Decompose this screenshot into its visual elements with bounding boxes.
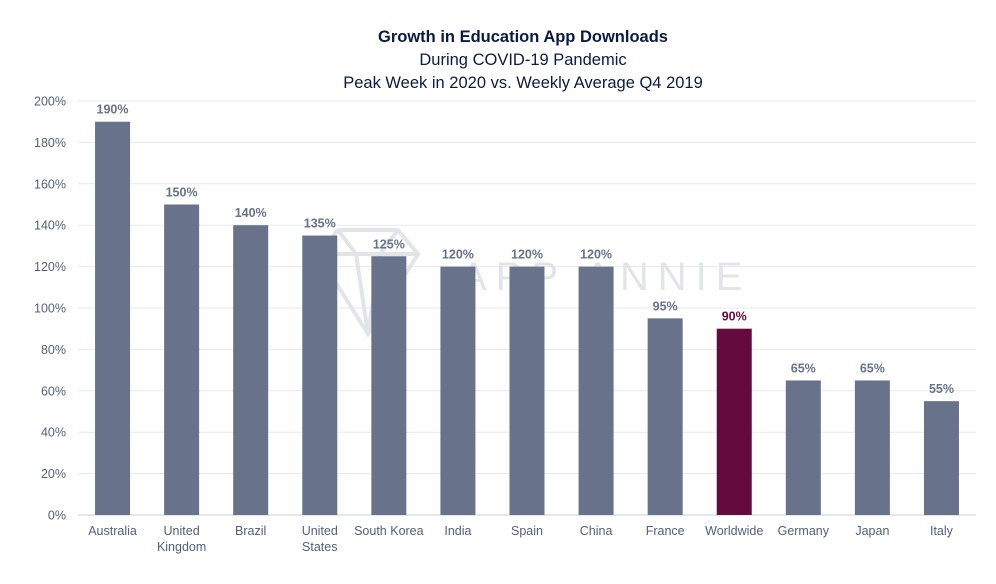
y-tick-label: 120%	[34, 260, 66, 274]
bar-australia	[95, 121, 131, 515]
data-label: 125%	[373, 237, 405, 251]
bar-united-states	[302, 235, 338, 516]
data-label: 65%	[860, 361, 885, 375]
data-label: 120%	[442, 248, 474, 262]
y-tick-label: 40%	[41, 426, 66, 440]
y-tick-label: 100%	[34, 302, 66, 316]
chart-title-block: Growth in Education App Downloads During…	[0, 26, 996, 95]
x-category-label: United States	[302, 524, 338, 554]
x-category-label: France	[646, 524, 685, 538]
data-label: 120%	[511, 248, 543, 262]
y-tick-label: 140%	[34, 219, 66, 233]
data-label: 135%	[304, 217, 336, 231]
data-label: 150%	[166, 186, 198, 200]
y-tick-label: 160%	[34, 177, 66, 191]
data-label: 140%	[235, 206, 267, 220]
chart-subtitle-2: Peak Week in 2020 vs. Weekly Average Q4 …	[343, 74, 703, 92]
data-label: 90%	[722, 310, 747, 324]
chart-title: Growth in Education App Downloads	[378, 28, 668, 46]
x-category-label: United Kingdom	[157, 524, 206, 554]
x-category-label: Brazil	[235, 524, 266, 538]
x-category-label: India	[444, 524, 471, 538]
bar-japan	[854, 380, 890, 515]
chart-subtitle-1: During COVID-19 Pandemic	[419, 51, 627, 69]
data-label: 95%	[653, 299, 678, 313]
bars-layer	[95, 121, 959, 516]
x-category-label: Australia	[88, 524, 137, 538]
y-tick-label: 0%	[48, 509, 66, 523]
y-tick-label: 200%	[34, 95, 66, 109]
y-tick-label: 60%	[41, 384, 66, 398]
bar-india	[440, 266, 476, 515]
bar-south-korea	[371, 256, 407, 515]
y-tick-label: 180%	[34, 136, 66, 150]
x-category-label: South Korea	[354, 524, 424, 538]
labels-layer: 190% Australia 150% United Kingdom 140% Brazil…	[88, 103, 954, 554]
bar-germany	[785, 380, 821, 515]
bar-france	[647, 318, 683, 515]
x-category-label: Germany	[778, 524, 830, 538]
x-category-label: Italy	[930, 524, 954, 538]
data-label: 120%	[580, 248, 612, 262]
data-label: 55%	[929, 382, 954, 396]
bar-italy	[923, 401, 959, 515]
x-category-label: Spain	[511, 524, 543, 538]
x-category-label: Worldwide	[705, 524, 763, 538]
bar-china	[578, 266, 614, 515]
bar-united-kingdom	[164, 204, 200, 515]
bar-brazil	[233, 225, 269, 515]
y-tick-label: 80%	[41, 343, 66, 357]
bar-spain	[509, 266, 545, 515]
bar-worldwide	[716, 328, 752, 515]
data-label: 190%	[97, 103, 129, 117]
x-category-label: China	[580, 524, 613, 538]
data-label: 65%	[791, 361, 816, 375]
x-category-label: Japan	[855, 524, 889, 538]
y-tick-label: 20%	[41, 467, 66, 481]
